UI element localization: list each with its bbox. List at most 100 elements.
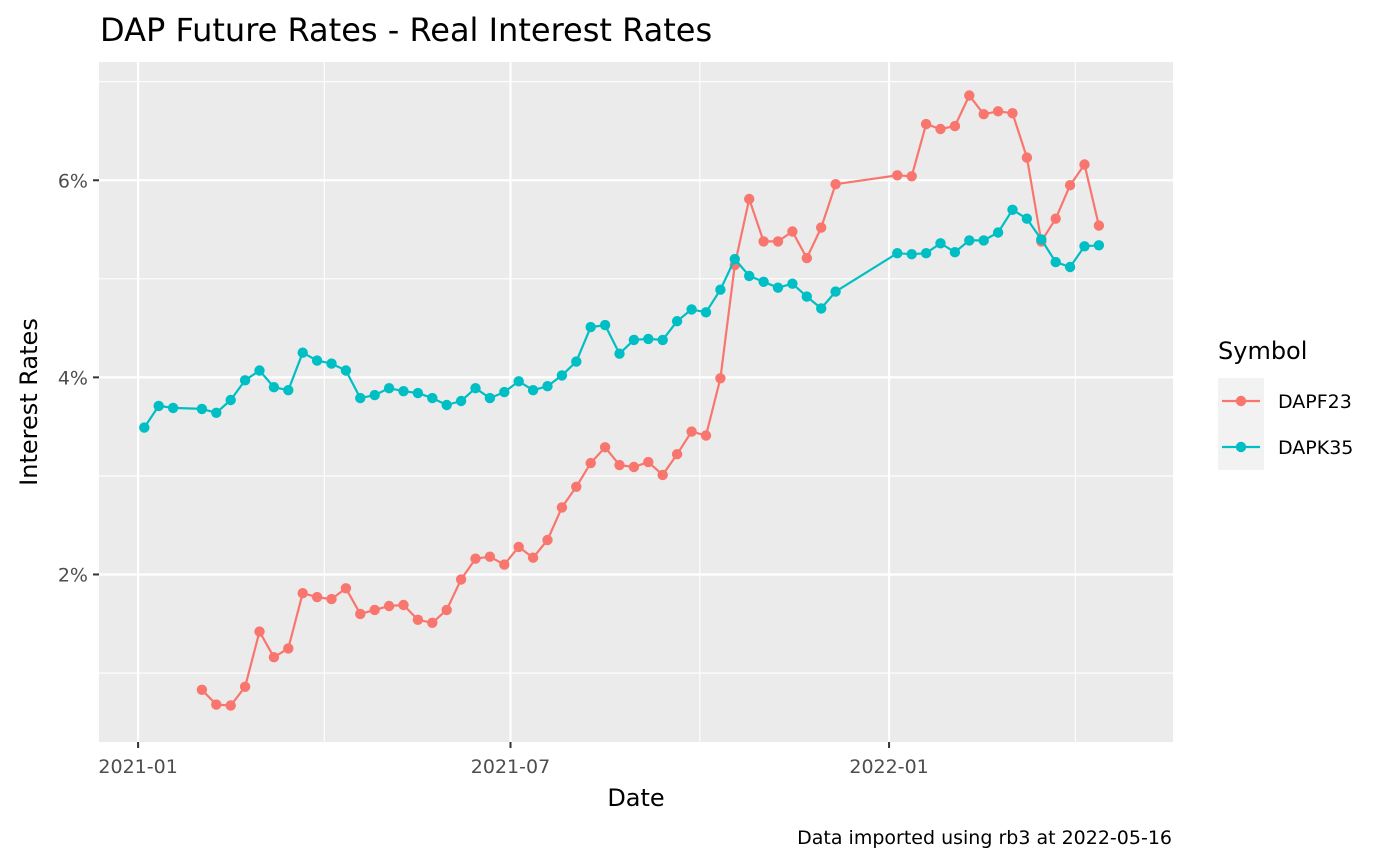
grid-major bbox=[99, 62, 1173, 742]
data-point-dapf23 bbox=[715, 373, 726, 384]
data-point-dapf23 bbox=[700, 430, 712, 441]
chart-title: DAP Future Rates - Real Interest Rates bbox=[100, 11, 712, 49]
data-point-dapf23 bbox=[816, 222, 827, 233]
data-point-dapf23 bbox=[772, 236, 784, 247]
data-point-dapf23 bbox=[671, 449, 683, 460]
data-point-dapf23 bbox=[1007, 108, 1018, 119]
data-point-dapk35 bbox=[254, 365, 265, 376]
data-point-dapk35 bbox=[398, 386, 409, 397]
y-axis-title: Interest Rates bbox=[15, 318, 43, 486]
data-point-dapk35 bbox=[196, 403, 208, 415]
data-point-dapk35 bbox=[268, 382, 280, 393]
data-point-dapk35 bbox=[455, 395, 467, 407]
data-point-dapk35 bbox=[643, 333, 654, 345]
data-point-dapf23 bbox=[369, 604, 380, 616]
data-point-dapk35 bbox=[167, 402, 179, 414]
data-point-dapk35 bbox=[340, 365, 352, 376]
data-point-dapk35 bbox=[1079, 241, 1090, 252]
data-point-dapf23 bbox=[1064, 180, 1076, 191]
data-point-dapk35 bbox=[412, 387, 424, 399]
data-point-dapk35 bbox=[801, 291, 812, 302]
data-point-dapk35 bbox=[326, 358, 337, 369]
data-point-dapk35 bbox=[499, 386, 510, 398]
data-point-dapk35 bbox=[225, 394, 236, 406]
data-point-dapf23 bbox=[599, 442, 611, 453]
data-point-dapf23 bbox=[556, 502, 568, 513]
data-point-dapf23 bbox=[412, 614, 424, 625]
data-point-dapk35 bbox=[892, 248, 903, 259]
data-point-dapf23 bbox=[484, 551, 496, 562]
data-point-dapf23 bbox=[268, 652, 280, 663]
data-point-dapf23 bbox=[744, 193, 755, 205]
x-tick-label: 2021-01 bbox=[98, 756, 177, 778]
data-point-dapf23 bbox=[297, 588, 308, 599]
legend-title: Symbol bbox=[1218, 337, 1307, 365]
data-point-dapf23 bbox=[628, 461, 640, 473]
data-point-dapf23 bbox=[1079, 159, 1090, 170]
data-point-dapk35 bbox=[657, 334, 668, 346]
y-tick-label: 6% bbox=[58, 170, 88, 192]
plot-panel bbox=[99, 62, 1173, 742]
data-point-dapf23 bbox=[499, 559, 510, 570]
data-point-dapk35 bbox=[744, 270, 755, 282]
data-point-dapk35 bbox=[153, 400, 164, 412]
data-point-dapf23 bbox=[254, 626, 265, 637]
data-point-dapk35 bbox=[816, 303, 827, 314]
data-point-dapf23 bbox=[686, 426, 697, 437]
data-point-dapf23 bbox=[935, 123, 946, 135]
data-point-dapk35 bbox=[369, 389, 380, 401]
data-point-dapk35 bbox=[571, 356, 582, 367]
data-point-dapf23 bbox=[643, 456, 654, 468]
axis-layer: 2% 4% 6% 2021-01 2021-07 2022-01 bbox=[58, 170, 929, 778]
data-point-dapk35 bbox=[470, 383, 481, 394]
data-point-dapf23 bbox=[992, 106, 1004, 117]
data-point-dapk35 bbox=[964, 235, 975, 246]
data-point-dapk35 bbox=[513, 376, 524, 387]
data-point-dapf23 bbox=[383, 600, 395, 612]
data-point-dapk35 bbox=[715, 284, 726, 295]
data-point-dapf23 bbox=[1021, 152, 1033, 163]
data-point-dapk35 bbox=[355, 392, 366, 404]
data-point-dapk35 bbox=[729, 253, 740, 265]
data-point-dapk35 bbox=[614, 348, 625, 359]
data-point-dapk35 bbox=[978, 235, 989, 246]
data-point-dapk35 bbox=[830, 286, 841, 297]
data-point-dapk35 bbox=[297, 347, 308, 358]
legend: Symbol DAPF23 DAPK35 bbox=[1218, 337, 1353, 470]
data-point-dapf23 bbox=[657, 469, 668, 481]
data-point-dapk35 bbox=[441, 399, 452, 411]
legend-label-dapf23: DAPF23 bbox=[1278, 391, 1352, 413]
data-point-dapk35 bbox=[599, 319, 611, 331]
legend-items: DAPF23 DAPK35 bbox=[1222, 391, 1353, 459]
data-point-dapf23 bbox=[225, 700, 236, 711]
data-point-dapf23 bbox=[326, 593, 337, 605]
data-point-dapk35 bbox=[139, 422, 150, 433]
data-point-dapk35 bbox=[671, 316, 683, 327]
series-layer bbox=[139, 90, 1105, 711]
data-point-dapk35 bbox=[1064, 261, 1076, 273]
data-point-dapf23 bbox=[949, 120, 961, 132]
data-point-dapf23 bbox=[311, 591, 323, 603]
data-point-dapk35 bbox=[283, 385, 294, 396]
data-point-dapf23 bbox=[513, 541, 524, 553]
data-point-dapf23 bbox=[1093, 220, 1105, 231]
data-point-dapf23 bbox=[906, 171, 917, 182]
data-point-dapk35 bbox=[949, 247, 961, 258]
legend-label-dapk35: DAPK35 bbox=[1278, 437, 1353, 459]
data-point-dapk35 bbox=[1050, 256, 1061, 268]
grid-minor bbox=[99, 62, 1173, 742]
legend-key-background bbox=[1218, 378, 1264, 470]
x-tick-label: 2021-07 bbox=[471, 756, 550, 778]
data-point-dapk35 bbox=[1021, 213, 1033, 224]
data-point-dapk35 bbox=[484, 392, 496, 404]
data-point-dapk35 bbox=[527, 385, 539, 396]
data-point-dapf23 bbox=[427, 617, 438, 628]
legend-key-point-dapf23 bbox=[1235, 395, 1247, 407]
data-point-dapf23 bbox=[542, 534, 553, 546]
data-point-dapk35 bbox=[1007, 204, 1018, 215]
data-point-dapf23 bbox=[801, 252, 812, 264]
data-point-dapk35 bbox=[1093, 240, 1105, 251]
data-point-dapk35 bbox=[628, 334, 640, 346]
data-point-dapk35 bbox=[542, 381, 553, 392]
